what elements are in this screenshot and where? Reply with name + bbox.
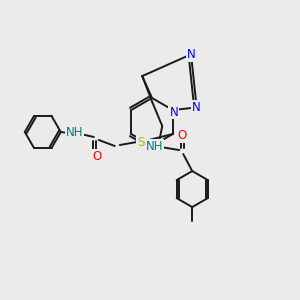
Text: N: N — [192, 101, 201, 114]
Text: S: S — [137, 136, 145, 148]
Text: O: O — [92, 149, 101, 163]
Text: NH: NH — [66, 127, 83, 140]
Text: O: O — [178, 129, 187, 142]
Text: N: N — [187, 48, 195, 61]
Text: N: N — [169, 106, 178, 118]
Text: NH: NH — [146, 140, 163, 153]
